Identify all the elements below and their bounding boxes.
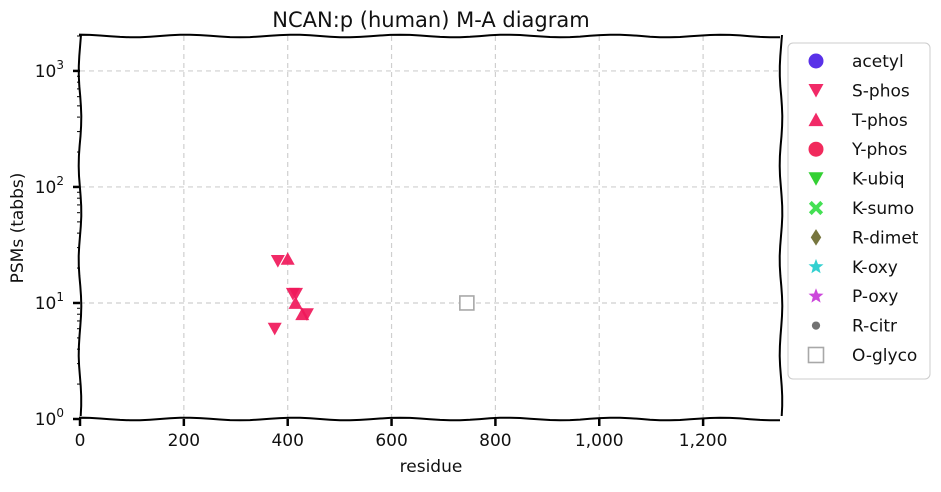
point-o-glyco	[459, 295, 475, 311]
legend-label-p-oxy: P-oxy	[852, 287, 898, 307]
point-t-phos	[280, 252, 295, 265]
legend-marker-r-citr	[811, 321, 821, 330]
legend-marker-k-oxy	[808, 258, 824, 274]
legend-marker-s-phos	[808, 84, 824, 98]
x-tick-label: 1,200	[679, 431, 728, 451]
y-axis-ticks: 100 101 102 103	[35, 35, 80, 430]
legend-marker-k-ubiq	[808, 172, 824, 186]
legend-label-r-citr: R-citr	[852, 317, 897, 337]
grid	[80, 36, 781, 419]
x-tick-label: 800	[479, 431, 511, 451]
x-axis-ticks: 0 200 400 600 800 1,000 1,200	[75, 419, 728, 451]
plot-frame	[77, 33, 784, 422]
point-t-phos	[295, 307, 310, 321]
x-tick-label: 400	[271, 431, 303, 451]
chart-title: NCAN:p (human) M-A diagram	[272, 8, 589, 32]
legend-marker-y-phos	[808, 141, 824, 157]
legend-label-k-oxy: K-oxy	[852, 258, 898, 278]
legend-box	[787, 42, 931, 380]
point-s-phos	[289, 287, 304, 301]
y-axis-label: PSMs (tabbs)	[8, 173, 28, 284]
data-points	[267, 252, 475, 336]
legend-marker-t-phos	[808, 112, 824, 127]
x-axis-label: residue	[400, 457, 463, 477]
y-tick-label: 103	[35, 58, 64, 82]
legend-label-acetyl: acetyl	[852, 52, 904, 72]
frame-left	[77, 35, 83, 417]
legend-label-k-ubiq: K-ubiq	[852, 170, 905, 190]
legend: acetyl S-phos T-phos Y-phos K-ubiq K-sumo R-di…	[787, 42, 931, 380]
legend-label-r-dimet: R-dimet	[852, 228, 919, 248]
legend-marker-k-sumo	[808, 200, 824, 216]
legend-label-o-glyco: O-glyco	[852, 346, 917, 366]
legend-label-t-phos: T-phos	[851, 111, 908, 131]
legend-marker-p-oxy	[808, 288, 824, 303]
legend-label-k-sumo: K-sumo	[852, 199, 914, 219]
legend-marker-o-glyco	[807, 346, 825, 364]
y-tick-label: 100	[35, 406, 64, 430]
legend-marker-acetyl	[808, 53, 824, 69]
frame-right	[778, 35, 784, 417]
legend-marker-r-dimet	[810, 229, 822, 246]
x-tick-label: 200	[168, 431, 200, 451]
point-t-phos	[288, 296, 303, 309]
legend-label-s-phos: S-phos	[852, 81, 910, 101]
point-s-phos	[267, 322, 282, 336]
y-tick-label: 102	[35, 174, 64, 198]
y-tick-label: 101	[35, 290, 64, 314]
legend-label-y-phos: Y-phos	[851, 140, 907, 160]
frame-top	[79, 33, 781, 39]
point-s-phos	[270, 255, 285, 268]
x-tick-label: 1,000	[575, 431, 624, 451]
x-tick-label: 0	[75, 431, 86, 451]
x-tick-label: 600	[375, 431, 407, 451]
frame-bottom	[79, 416, 781, 422]
